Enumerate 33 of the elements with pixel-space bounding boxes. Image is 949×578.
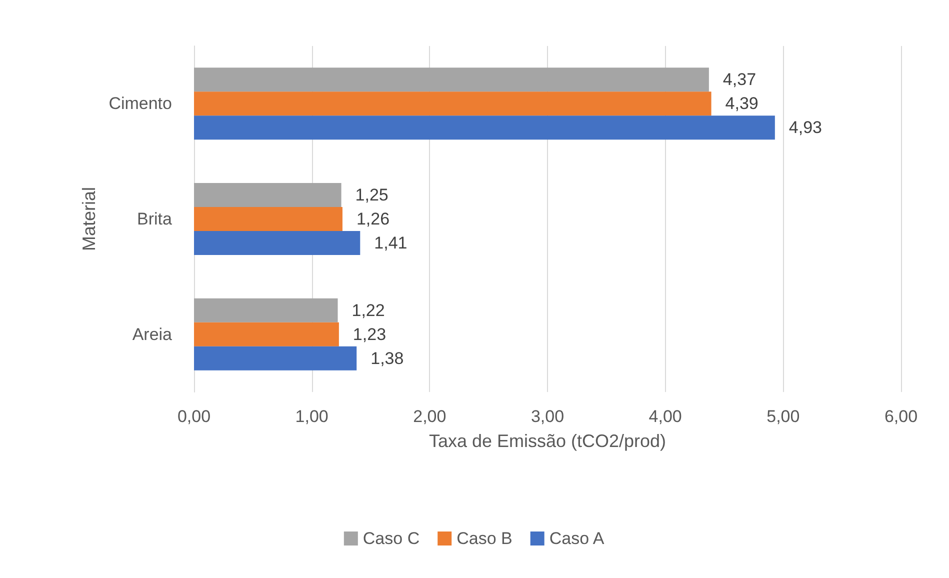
data-label: 4,93 — [788, 118, 822, 138]
x-tick-label: 2,00 — [413, 407, 446, 426]
x-tick-label: 4,00 — [648, 407, 682, 426]
bar — [194, 231, 360, 255]
legend-label: Caso C — [362, 529, 420, 548]
data-label: 1,23 — [352, 324, 386, 344]
bar — [194, 346, 357, 370]
legend-label: Caso B — [456, 529, 512, 548]
x-axis-title: Taxa de Emissão (tCO2/prod) — [428, 431, 666, 451]
x-tick-label: 0,00 — [177, 407, 211, 426]
bar — [194, 92, 712, 116]
data-label: 4,39 — [725, 94, 758, 114]
x-tick-label: 1,00 — [295, 407, 328, 426]
data-label: 4,37 — [722, 70, 756, 90]
y-tick-label: Areia — [132, 324, 173, 344]
data-label: 1,41 — [374, 234, 408, 252]
x-tick-label: 3,00 — [530, 407, 564, 426]
data-label: 1,38 — [370, 348, 404, 368]
bar — [194, 183, 342, 207]
y-tick-label: Cimento — [108, 94, 172, 114]
bar — [194, 207, 342, 231]
x-tick-label: 5,00 — [766, 407, 800, 426]
bar — [194, 322, 339, 346]
data-label: 1,25 — [355, 186, 388, 204]
y-tick-label: Brita — [137, 210, 173, 228]
legend-label: Caso A — [549, 529, 605, 548]
y-axis-title: Material — [78, 186, 99, 252]
bar — [194, 68, 709, 92]
data-label: 1,22 — [352, 300, 385, 320]
x-tick-label: 6,00 — [884, 407, 918, 426]
bar — [194, 298, 338, 322]
bar — [194, 116, 775, 140]
data-label: 1,26 — [356, 210, 390, 228]
